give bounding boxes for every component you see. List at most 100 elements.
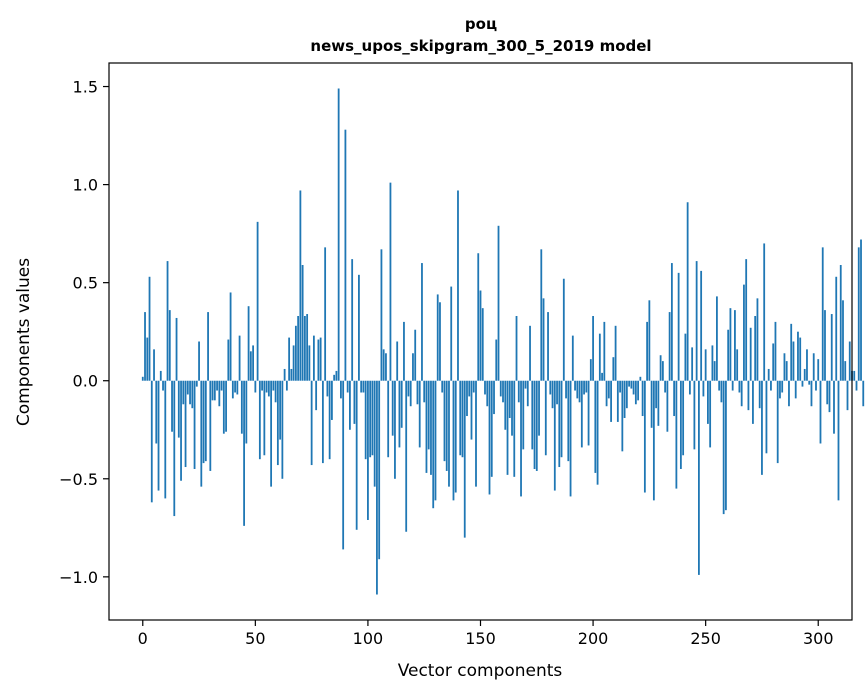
chart-title-line1: роц bbox=[465, 15, 497, 33]
bar-252 bbox=[709, 380, 712, 448]
bar-169 bbox=[522, 380, 525, 450]
x-tick-label: 100 bbox=[353, 629, 384, 648]
bar-84 bbox=[331, 380, 333, 420]
bar-91 bbox=[346, 380, 349, 393]
bar-211 bbox=[616, 380, 619, 422]
bar-288 bbox=[790, 323, 793, 381]
bar-184 bbox=[556, 380, 558, 405]
bar-205 bbox=[603, 321, 606, 381]
bar-3 bbox=[148, 276, 151, 381]
bar-264 bbox=[736, 349, 739, 381]
bar-127 bbox=[427, 380, 430, 450]
bar-81 bbox=[324, 247, 327, 381]
bar-72 bbox=[303, 316, 306, 381]
bar-312 bbox=[844, 361, 847, 381]
bar-32 bbox=[213, 380, 216, 401]
bar-92 bbox=[349, 380, 351, 430]
bar-178 bbox=[542, 298, 545, 381]
bar-209 bbox=[612, 357, 615, 381]
x-tick-label: 150 bbox=[465, 629, 496, 648]
bar-49 bbox=[252, 345, 254, 381]
bar-256 bbox=[718, 380, 721, 391]
bar-274 bbox=[758, 380, 761, 409]
x-tick-label: 50 bbox=[245, 629, 265, 648]
bar-275 bbox=[761, 380, 763, 475]
bar-302 bbox=[821, 247, 824, 381]
bar-293 bbox=[801, 380, 804, 387]
bar-2 bbox=[146, 337, 149, 381]
bar-67 bbox=[292, 345, 295, 381]
bar-167 bbox=[517, 380, 520, 403]
bar-97 bbox=[360, 380, 363, 393]
bar-112 bbox=[394, 380, 396, 479]
bar-313 bbox=[846, 380, 849, 411]
bar-89 bbox=[342, 380, 345, 550]
bar-70 bbox=[299, 190, 302, 381]
bar-240 bbox=[682, 380, 685, 456]
bar-267 bbox=[743, 284, 745, 381]
bar-281 bbox=[774, 321, 777, 381]
bar-99 bbox=[364, 380, 367, 460]
bar-86 bbox=[335, 370, 338, 381]
bar-130 bbox=[434, 380, 437, 501]
bar-31 bbox=[211, 380, 214, 401]
bar-37 bbox=[225, 380, 227, 432]
bar-239 bbox=[679, 380, 682, 469]
bar-263 bbox=[734, 310, 736, 381]
bar-283 bbox=[779, 380, 781, 399]
bar-188 bbox=[565, 380, 567, 399]
bar-15 bbox=[175, 317, 178, 381]
bar-160 bbox=[502, 380, 504, 403]
bar-128 bbox=[430, 380, 432, 475]
bar-173 bbox=[531, 380, 534, 450]
bar-228 bbox=[655, 380, 658, 409]
bar-62 bbox=[281, 380, 284, 479]
bar-171 bbox=[526, 380, 529, 407]
bar-64 bbox=[285, 380, 288, 391]
bar-14 bbox=[173, 380, 176, 517]
bar-294 bbox=[803, 368, 806, 381]
bar-48 bbox=[249, 351, 252, 381]
bar-287 bbox=[788, 380, 790, 407]
bar-24 bbox=[195, 380, 198, 387]
bar-172 bbox=[529, 325, 531, 381]
bar-125 bbox=[423, 380, 426, 403]
bar-248 bbox=[700, 270, 703, 381]
bar-46 bbox=[245, 380, 248, 444]
bar-85 bbox=[333, 374, 336, 381]
bar-126 bbox=[425, 380, 428, 473]
bar-144 bbox=[466, 380, 468, 417]
bar-202 bbox=[596, 380, 599, 485]
bar-168 bbox=[520, 380, 522, 497]
bar-159 bbox=[499, 380, 502, 397]
bar-28 bbox=[204, 380, 207, 462]
bar-195 bbox=[580, 380, 583, 448]
bar-282 bbox=[776, 380, 779, 464]
bar-231 bbox=[661, 361, 664, 381]
bar-158 bbox=[497, 225, 500, 381]
bar-55 bbox=[265, 380, 268, 393]
bar-106 bbox=[380, 249, 383, 381]
bar-17 bbox=[180, 380, 182, 481]
bar-134 bbox=[443, 380, 446, 462]
bar-241 bbox=[684, 333, 687, 381]
bar-39 bbox=[229, 292, 232, 381]
bar-98 bbox=[362, 380, 365, 393]
bar-183 bbox=[553, 380, 556, 491]
bar-66 bbox=[290, 368, 293, 381]
bar-317 bbox=[855, 380, 858, 391]
y-axis-label: Components values bbox=[14, 258, 34, 426]
bar-53 bbox=[261, 380, 263, 391]
bar-108 bbox=[385, 353, 387, 381]
bar-11 bbox=[166, 261, 169, 381]
bar-26 bbox=[200, 380, 203, 487]
bar-147 bbox=[472, 380, 475, 393]
bar-51 bbox=[256, 221, 259, 381]
bar-174 bbox=[533, 380, 536, 469]
bar-221 bbox=[639, 376, 642, 381]
bar-316 bbox=[853, 370, 856, 381]
bar-165 bbox=[513, 380, 516, 477]
bar-161 bbox=[504, 380, 507, 430]
bar-12 bbox=[168, 310, 171, 381]
bar-18 bbox=[182, 380, 185, 405]
